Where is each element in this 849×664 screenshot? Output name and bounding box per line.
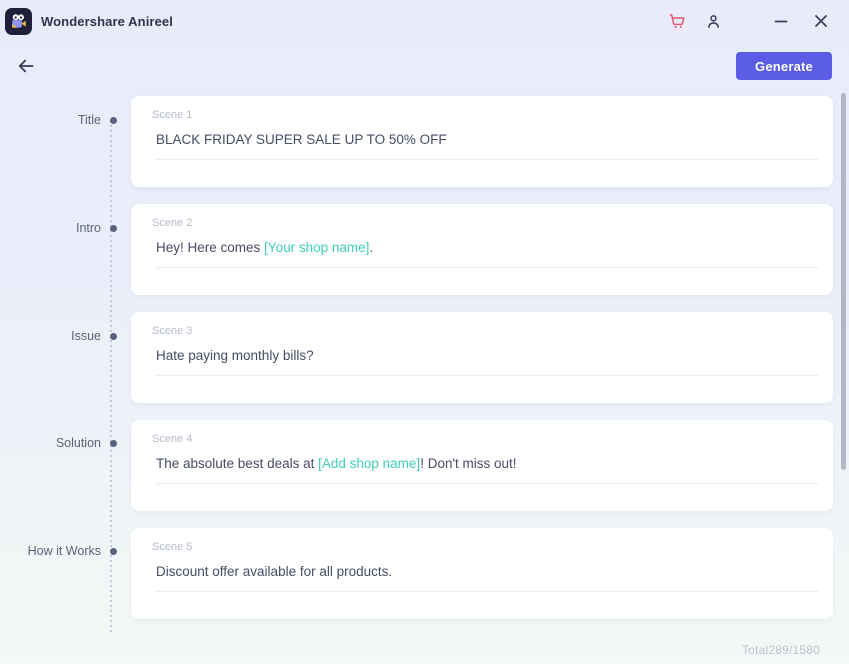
shop-name-placeholder: [Your shop name] xyxy=(264,240,370,255)
timeline-item-how-it-works: How it Works xyxy=(0,543,131,559)
scene-2-text-input[interactable]: Hey! Here comes [Your shop name]. xyxy=(156,240,819,268)
scene-label: Scene 3 xyxy=(152,325,193,337)
timeline-dot xyxy=(110,547,117,555)
shop-name-placeholder: [Add shop name] xyxy=(318,456,421,471)
scene-text: Hate paying monthly bills? xyxy=(156,348,314,363)
scene-card-list: Scene 1 BLACK FRIDAY SUPER SALE UP TO 50… xyxy=(131,96,833,619)
scene-label: Scene 1 xyxy=(152,109,193,121)
char-counter-value: 289/1580 xyxy=(768,643,820,657)
titlebar: Wondershare Anireel xyxy=(0,0,849,42)
scene-text: ! Don't miss out! xyxy=(420,456,517,471)
scene-label: Scene 5 xyxy=(152,541,193,553)
person-icon[interactable] xyxy=(699,7,727,35)
app-logo-icon xyxy=(5,7,32,35)
back-button[interactable] xyxy=(13,53,39,79)
timeline-dot xyxy=(110,116,117,124)
scene-label: Scene 4 xyxy=(152,433,193,445)
scene-text: BLACK FRIDAY SUPER SALE UP TO 50% OFF xyxy=(156,132,447,147)
scene-text: Discount offer available for all product… xyxy=(156,564,393,579)
scene-card-1: Scene 1 BLACK FRIDAY SUPER SALE UP TO 50… xyxy=(131,96,833,187)
timeline-item-issue: Issue xyxy=(0,328,131,344)
timeline-item-title: Title xyxy=(0,112,131,128)
scene-4-text-input[interactable]: The absolute best deals at [Add shop nam… xyxy=(156,456,819,484)
timeline-dot xyxy=(110,332,117,340)
scene-3-text-input[interactable]: Hate paying monthly bills? xyxy=(156,348,819,376)
scene-label: Scene 2 xyxy=(152,217,193,229)
close-button[interactable] xyxy=(807,7,835,35)
timeline-label: Issue xyxy=(71,329,101,343)
scene-text: The absolute best deals at xyxy=(156,456,319,471)
scene-card-3: Scene 3 Hate paying monthly bills? xyxy=(131,312,833,403)
char-counter-label: Total xyxy=(741,643,769,657)
timeline-dotted-line xyxy=(110,120,112,632)
timeline-rail: Title Intro Issue Solution How it Works xyxy=(0,96,131,636)
app-title: Wondershare Anireel xyxy=(41,13,173,29)
shopping-cart-icon[interactable] xyxy=(663,7,691,35)
timeline-item-intro: Intro xyxy=(0,220,131,236)
scene-5-text-input[interactable]: Discount offer available for all product… xyxy=(156,564,819,592)
scene-card-4: Scene 4 The absolute best deals at [Add … xyxy=(131,420,833,511)
scene-text: . xyxy=(369,240,374,255)
timeline-dot xyxy=(110,439,117,447)
timeline-label: Solution xyxy=(55,436,101,450)
generate-button[interactable]: Generate xyxy=(736,52,832,80)
timeline-dot xyxy=(110,224,117,232)
scene-card-5: Scene 5 Discount offer available for all… xyxy=(131,528,833,619)
timeline-label: Title xyxy=(77,113,101,127)
scene-card-2: Scene 2 Hey! Here comes [Your shop name]… xyxy=(131,204,833,295)
char-counter: Total289/1580 xyxy=(742,643,820,657)
scene-text: Hey! Here comes xyxy=(156,240,265,255)
scrollbar[interactable] xyxy=(841,93,846,470)
timeline-item-solution: Solution xyxy=(0,435,131,451)
timeline-label: How it Works xyxy=(27,544,101,558)
timeline-label: Intro xyxy=(75,221,101,235)
minimize-button[interactable] xyxy=(767,7,795,35)
scene-1-text-input[interactable]: BLACK FRIDAY SUPER SALE UP TO 50% OFF xyxy=(156,132,819,160)
